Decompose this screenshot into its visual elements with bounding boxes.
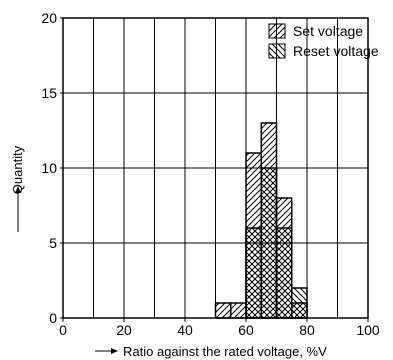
y-tick-label: 5 [49, 235, 57, 251]
y-tick-label: 0 [49, 310, 57, 326]
legend-label-set-voltage: Set voltage [293, 23, 363, 39]
bar-reset-voltage [245, 227, 262, 319]
x-axis-title: Ratio against the rated voltage, %V [123, 344, 327, 359]
legend-swatch-set-voltage [268, 23, 286, 39]
bar-set-voltage [230, 302, 247, 319]
grid-lines [63, 18, 368, 318]
bar-set-voltage [214, 302, 232, 319]
y-axis-arrowhead-icon [15, 186, 21, 193]
x-tick-label: 40 [177, 322, 193, 338]
bar-reset-voltage [291, 287, 308, 319]
x-tick-label: 20 [116, 322, 132, 338]
legend-label-reset-voltage: Reset voltage [293, 43, 379, 59]
y-axis-title-group: Quantity [10, 145, 25, 232]
y-tick-label: 10 [41, 160, 57, 176]
tick-labels: 0 20 40 60 80 100 0 5 10 15 20 [41, 10, 379, 338]
y-axis-title: Quantity [10, 145, 25, 194]
y-tick-label: 20 [41, 10, 57, 26]
y-tick-label: 15 [41, 85, 57, 101]
legend: Set voltage Reset voltage [268, 23, 379, 59]
x-axis-title-group: Ratio against the rated voltage, %V [95, 344, 327, 359]
x-tick-label: 0 [59, 322, 67, 338]
x-tick-label: 80 [299, 322, 315, 338]
x-tick-label: 60 [238, 322, 254, 338]
x-tick-label: 100 [356, 322, 380, 338]
bar-reset-voltage [275, 227, 293, 319]
bars-group [214, 122, 308, 319]
x-axis-arrowhead-icon [111, 348, 118, 354]
bar-reset-voltage [260, 167, 278, 319]
legend-swatch-reset-voltage [268, 43, 286, 59]
